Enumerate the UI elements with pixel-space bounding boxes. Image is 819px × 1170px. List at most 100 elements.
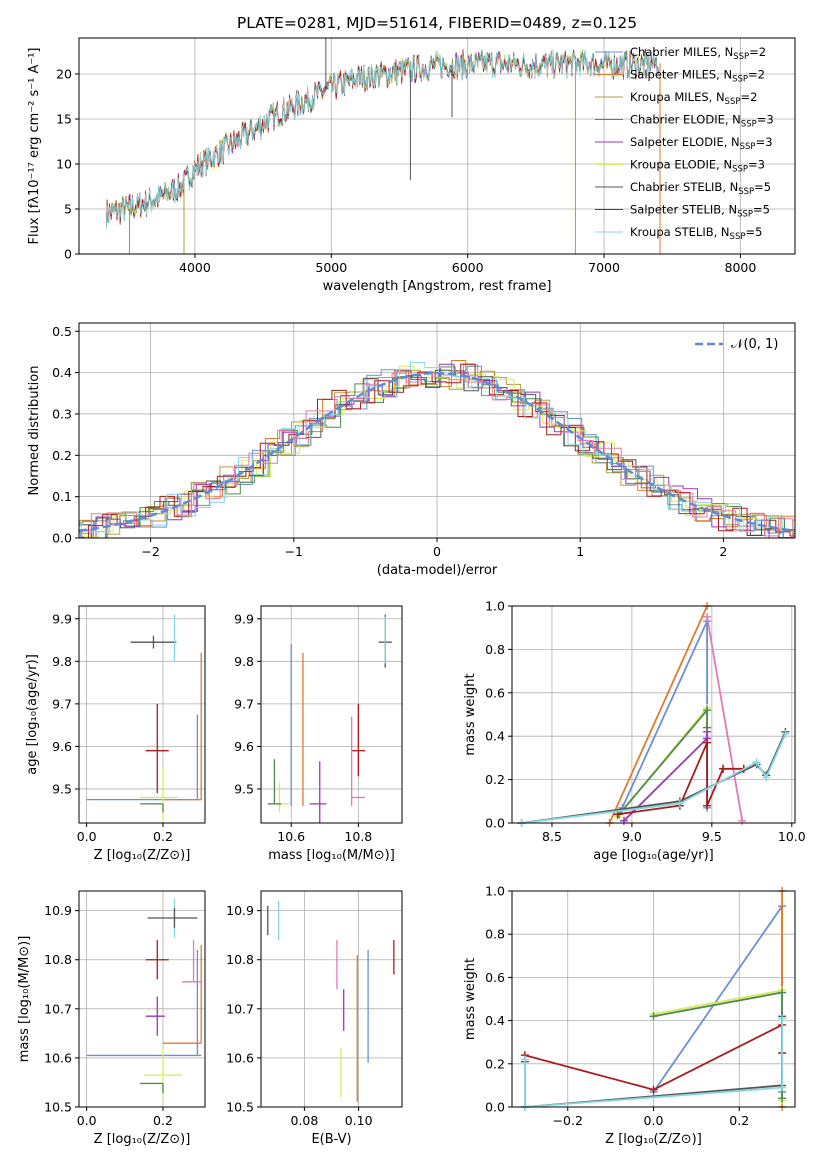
- weight-point-marker: [752, 758, 761, 767]
- weight-series-line: [608, 606, 708, 823]
- x-tick-label: −0.2: [553, 1113, 583, 1128]
- y-axis-label: age [log₁₀(age/yr)]: [25, 654, 40, 775]
- weight-point-marker: [738, 816, 747, 825]
- legend-entry: Kroupa STELIB, NSSP=5: [630, 225, 762, 242]
- axes-frame: [260, 890, 403, 1108]
- weight-point-marker: [520, 1055, 529, 1064]
- x-tick-label: 10.8: [344, 829, 372, 844]
- axes-frame: [511, 605, 796, 824]
- x-tick-label: 0.2: [153, 829, 173, 844]
- x-tick-label: 0: [433, 544, 441, 559]
- normal-curve-line: [79, 371, 795, 533]
- x-tick-label: −2: [141, 544, 159, 559]
- residuals-panel: −2 −1 0 1 2 0.0 0.1 0.2 0.3 0.4 0.5 (data-model)/er…: [27, 322, 796, 578]
- y-axis-label: Normed distribution: [27, 366, 42, 496]
- y-tick-label: 0: [64, 247, 72, 262]
- spectrum-panel: 4000 5000 6000 7000 8000 0 5 10 15 20 wavelength […: [27, 37, 796, 294]
- legend-entry: Kroupa MILES, NSSP=2: [630, 90, 757, 107]
- y-tick-label: 5: [64, 202, 72, 217]
- axes-frame: [78, 322, 796, 539]
- y-tick-label: 9.8: [52, 654, 72, 669]
- weight-point-marker: [649, 1012, 658, 1021]
- x-tick-label: −1: [285, 544, 303, 559]
- y-tick-label: 10.7: [44, 1001, 72, 1016]
- x-tick-label: 0.2: [729, 1113, 749, 1128]
- age-vs-Z-panel: 0.0 0.2 9.5 9.6 9.7 9.8 9.9 Z [log₁₀(Z/Z⊙)] age …: [25, 605, 206, 863]
- y-tick-label: 0.2: [52, 448, 72, 463]
- histogram-step-line: [79, 372, 795, 538]
- x-axis-label: age [log₁₀(age/yr)]: [593, 848, 714, 863]
- weight-point-marker: [675, 799, 684, 808]
- y-tick-label: 1.0: [485, 599, 505, 614]
- x-tick-label: 9.5: [702, 829, 722, 844]
- legend-entry: Salpeter STELIB, NSSP=5: [630, 203, 770, 220]
- axes-frame: [260, 605, 403, 824]
- x-tick-label: 7000: [588, 260, 620, 275]
- y-tick-label: 20: [56, 67, 72, 82]
- y-tick-label: 10.8: [44, 952, 72, 967]
- spectrum-series-line: [105, 48, 659, 229]
- y-tick-label: 9.6: [234, 739, 254, 754]
- x-axis-label: Z [log₁₀(Z/Z⊙)]: [94, 848, 191, 863]
- y-tick-label: 0.5: [52, 324, 72, 339]
- figure-title: PLATE=0281, MJD=51614, FIBERID=0489, z=0…: [237, 14, 637, 32]
- x-tick-label: 0.10: [345, 1113, 373, 1128]
- y-tick-label: 9.8: [234, 654, 254, 669]
- y-tick-label: 15: [56, 112, 72, 127]
- y-tick-label: 9.9: [234, 611, 254, 626]
- y-tick-label: 0.0: [485, 1100, 505, 1115]
- x-tick-label: 10.6: [277, 829, 305, 844]
- legend-entry: Salpeter MILES, NSSP=2: [630, 68, 765, 85]
- y-tick-label: 0.3: [52, 406, 72, 421]
- x-tick-label: 4000: [179, 260, 211, 275]
- y-tick-label: 9.7: [234, 696, 254, 711]
- x-tick-label: 0.0: [644, 1113, 664, 1128]
- weight-series-line: [653, 991, 783, 1099]
- weight-series-line: [524, 1018, 783, 1107]
- y-tick-label: 10.8: [226, 952, 254, 967]
- y-tick-label: 10: [56, 157, 72, 172]
- y-tick-label: 0.4: [485, 729, 505, 744]
- y-tick-label: 0.2: [485, 772, 505, 787]
- x-axis-label: (data-model)/error: [377, 563, 498, 578]
- y-tick-label: 10.6: [44, 1050, 72, 1065]
- x-axis-label: Z [log₁₀(Z/Z⊙)]: [605, 1132, 702, 1147]
- legend-entry: Chabrier STELIB, NSSP=5: [630, 180, 771, 197]
- y-tick-label: 0.0: [485, 816, 505, 831]
- y-axis-label: mass [log₁₀(M/M⊙)]: [17, 936, 32, 1063]
- weight-point-marker: [781, 730, 790, 739]
- legend-entry: Salpeter ELODIE, NSSP=3: [630, 135, 773, 152]
- weight-vs-age-panel: 8.5 9.0 9.5 10.0 0.0 0.2 0.4 0.6 0.8 1.0 age [log₁…: [463, 599, 806, 864]
- y-tick-label: 0.8: [485, 642, 505, 657]
- axes-frame: [78, 37, 796, 255]
- weight-point-marker: [703, 801, 712, 810]
- legend-entry: Kroupa ELODIE, NSSP=3: [630, 158, 765, 175]
- weight-point-marker: [719, 764, 728, 773]
- x-tick-label: 2: [719, 544, 727, 559]
- y-tick-label: 0.6: [485, 970, 505, 985]
- y-tick-label: 0.1: [52, 489, 72, 504]
- y-tick-label: 9.9: [52, 611, 72, 626]
- weight-series-line: [706, 616, 744, 821]
- histogram-step-line: [79, 366, 795, 531]
- y-tick-label: 0.4: [485, 1013, 505, 1028]
- y-tick-label: 10.6: [226, 1050, 254, 1065]
- y-tick-label: 9.5: [234, 781, 254, 796]
- y-tick-label: 10.7: [226, 1001, 254, 1016]
- legend-entry: Chabrier ELODIE, NSSP=3: [630, 113, 774, 130]
- weight-point-marker: [762, 773, 771, 782]
- y-tick-label: 9.6: [52, 739, 72, 754]
- x-axis-label: E(B-V): [311, 1132, 351, 1147]
- y-axis-label: mass weight: [463, 958, 478, 1040]
- mass-vs-ebv-panel: 0.08 0.10 10.5 10.6 10.7 10.8 10.9 E(B-V): [226, 890, 403, 1147]
- y-axis-label: Flux [fλ10⁻¹⁷ erg cm⁻² s⁻¹ A⁻¹]: [27, 48, 42, 245]
- x-tick-label: 0.2: [153, 1113, 173, 1128]
- weight-point-marker: [703, 706, 712, 715]
- weight-point-marker: [703, 727, 712, 736]
- x-tick-label: 0.08: [290, 1113, 318, 1128]
- y-axis-label: mass weight: [463, 673, 478, 755]
- x-tick-label: 6000: [452, 260, 484, 275]
- weight-point-marker: [703, 612, 712, 621]
- y-tick-label: 10.5: [44, 1100, 72, 1115]
